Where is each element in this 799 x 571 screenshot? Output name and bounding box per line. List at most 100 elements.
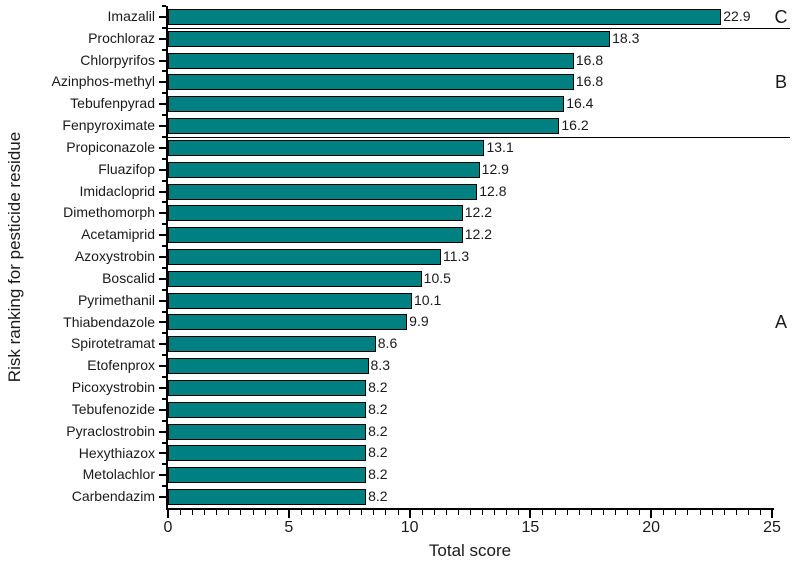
x-tick-minor [687, 510, 689, 515]
y-tick-minor [162, 463, 166, 466]
bar [168, 52, 574, 69]
category-label: Hexythiazox [78, 444, 155, 461]
bar-value-label: 8.2 [368, 400, 388, 417]
x-tick-minor [578, 510, 580, 515]
bar [168, 183, 478, 200]
x-tick-minor [228, 510, 230, 515]
y-tick-minor [162, 179, 166, 182]
x-axis-line [166, 508, 774, 510]
bar-value-label: 13.1 [486, 138, 514, 155]
category-label: Metolachlor [82, 466, 155, 483]
x-tick-minor [711, 510, 713, 515]
bar [168, 467, 367, 484]
bar-value-label: 10.5 [423, 269, 451, 286]
category-label: Acetamiprid [81, 226, 155, 243]
x-tick-minor [337, 510, 339, 515]
bar [168, 379, 367, 396]
x-tick-minor [180, 510, 182, 515]
x-tick-minor [590, 510, 592, 515]
x-tick-minor [192, 510, 194, 515]
x-tick-minor [614, 510, 616, 515]
x-tick-minor [361, 510, 363, 515]
group-separator-line [168, 27, 790, 29]
x-tick-minor [349, 510, 351, 515]
bar-value-label: 12.2 [464, 226, 492, 243]
x-tick-major [287, 510, 290, 518]
y-tick-major [159, 81, 166, 84]
bar-value-label: 8.6 [377, 335, 398, 352]
x-tick-minor [699, 510, 701, 515]
y-tick-major [159, 168, 166, 171]
x-tick-label: 5 [284, 519, 294, 536]
x-tick-minor [675, 510, 677, 515]
x-tick-minor [470, 510, 471, 515]
group-label: A [774, 312, 787, 333]
y-tick-minor [162, 332, 166, 335]
category-label: Dimethomorph [63, 204, 155, 221]
y-tick-minor [162, 245, 166, 248]
x-tick-minor [457, 510, 459, 515]
y-tick-minor [162, 48, 166, 51]
y-tick-major [159, 125, 166, 128]
y-tick-minor [162, 26, 166, 29]
x-tick-minor [759, 510, 761, 515]
category-label: Boscalid [102, 269, 155, 286]
y-tick-major [159, 277, 166, 280]
x-tick-minor [566, 510, 568, 515]
x-tick-minor [385, 510, 387, 515]
x-tick-label: 0 [163, 519, 173, 536]
x-tick-minor [204, 510, 206, 515]
category-label: Tebufenpyrad [70, 95, 155, 112]
y-tick-major [159, 452, 166, 455]
bar [168, 314, 408, 331]
y-tick-major [159, 496, 166, 499]
bar [168, 249, 441, 265]
bar-value-label: 8.2 [368, 422, 388, 439]
y-tick-major [159, 343, 166, 346]
x-tick-minor [240, 510, 242, 515]
category-label: Tebufenozide [71, 400, 155, 417]
x-tick-major [408, 510, 411, 518]
category-label: Azinphos-methyl [51, 73, 156, 90]
y-tick-minor [162, 354, 166, 357]
x-tick-minor [373, 510, 375, 515]
category-label: Imazalil [107, 8, 155, 24]
x-tick-minor [397, 510, 399, 515]
x-tick-minor [264, 510, 266, 515]
bar [168, 445, 367, 462]
x-tick-label: 15 [521, 519, 540, 536]
x-tick-minor [252, 510, 254, 515]
x-tick-minor [639, 510, 641, 515]
x-axis-title: Total score [428, 541, 512, 560]
y-tick-major [159, 212, 166, 215]
bar [168, 292, 413, 309]
category-label: Pyraclostrobin [66, 422, 155, 439]
bar-value-label: 18.3 [612, 29, 640, 46]
category-label: Carbendazim [71, 488, 155, 505]
category-label: Fenpyroximate [62, 117, 155, 134]
y-tick-minor [162, 201, 166, 204]
category-label: Chlorpyrifos [80, 51, 155, 68]
x-tick-minor [554, 510, 556, 515]
bar [168, 161, 480, 178]
y-tick-major [159, 474, 166, 477]
y-tick-minor [162, 397, 166, 400]
bar-value-label: 8.2 [368, 378, 388, 395]
y-tick-minor [162, 419, 166, 422]
x-tick-major [650, 510, 653, 518]
y-tick-minor [162, 441, 166, 444]
bar [168, 118, 560, 135]
x-tick-minor [445, 510, 447, 515]
x-tick-minor [300, 510, 302, 515]
x-tick-minor [482, 510, 484, 515]
y-tick-major [159, 365, 166, 368]
bar [168, 139, 485, 156]
bar [168, 336, 376, 353]
y-tick-major [159, 430, 166, 433]
y-tick-minor [162, 288, 166, 291]
y-tick-minor [162, 310, 166, 313]
category-label: Etofenprox [87, 357, 155, 374]
y-tick-minor [162, 70, 166, 73]
y-tick-minor [162, 157, 166, 160]
bar-value-label: 16.8 [575, 51, 604, 68]
